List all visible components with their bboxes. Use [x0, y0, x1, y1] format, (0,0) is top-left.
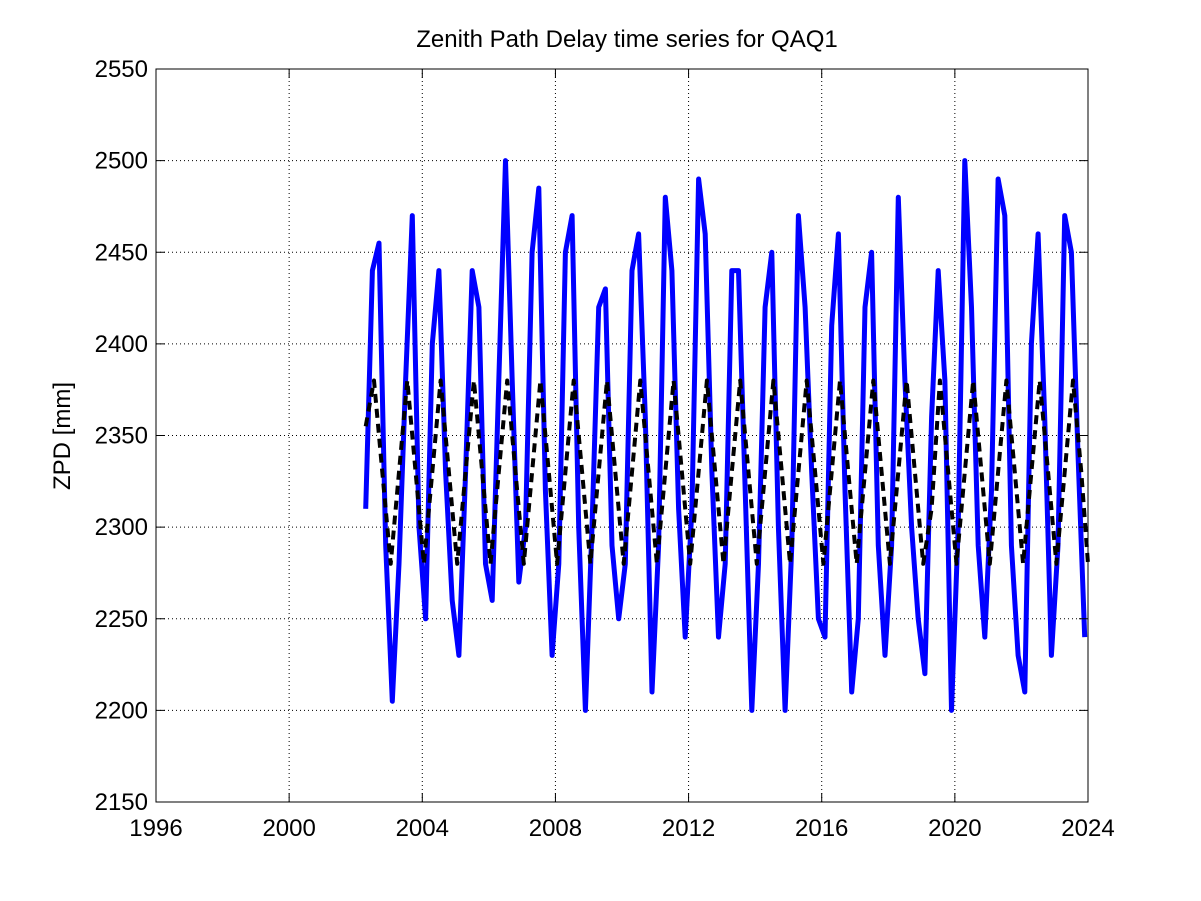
y-tick-label: 2200 — [95, 697, 148, 724]
series-layer — [363, 158, 1090, 713]
x-tick-label: 2008 — [529, 815, 582, 842]
y-tick-label: 2300 — [95, 514, 148, 541]
y-tick-label: 2350 — [95, 423, 148, 450]
y-tick-label: 2450 — [95, 239, 148, 266]
observed-series-line — [363, 158, 1088, 713]
x-tick-label: 2020 — [928, 815, 981, 842]
y-tick-label: 2550 — [95, 56, 148, 83]
x-tick-label: 2012 — [662, 815, 715, 842]
x-tick-label: 2016 — [795, 815, 848, 842]
y-tick-label: 2150 — [95, 789, 148, 816]
tick-layer: 1996 2000 2004 2008 2012 2016 2020 2024 2150 2200… — [95, 56, 1115, 842]
x-tick-label: 1996 — [129, 815, 182, 842]
x-tick-label: 2004 — [396, 815, 449, 842]
y-tick-label: 2400 — [95, 331, 148, 358]
y-tick-label: 2500 — [95, 148, 148, 175]
x-tick-label: 2000 — [262, 815, 315, 842]
y-axis-label: ZPD [mm] — [49, 382, 76, 490]
x-tick-label: 2024 — [1061, 815, 1114, 842]
chart-title: Zenith Path Delay time series for QAQ1 — [416, 26, 838, 53]
y-tick-label: 2250 — [95, 606, 148, 633]
